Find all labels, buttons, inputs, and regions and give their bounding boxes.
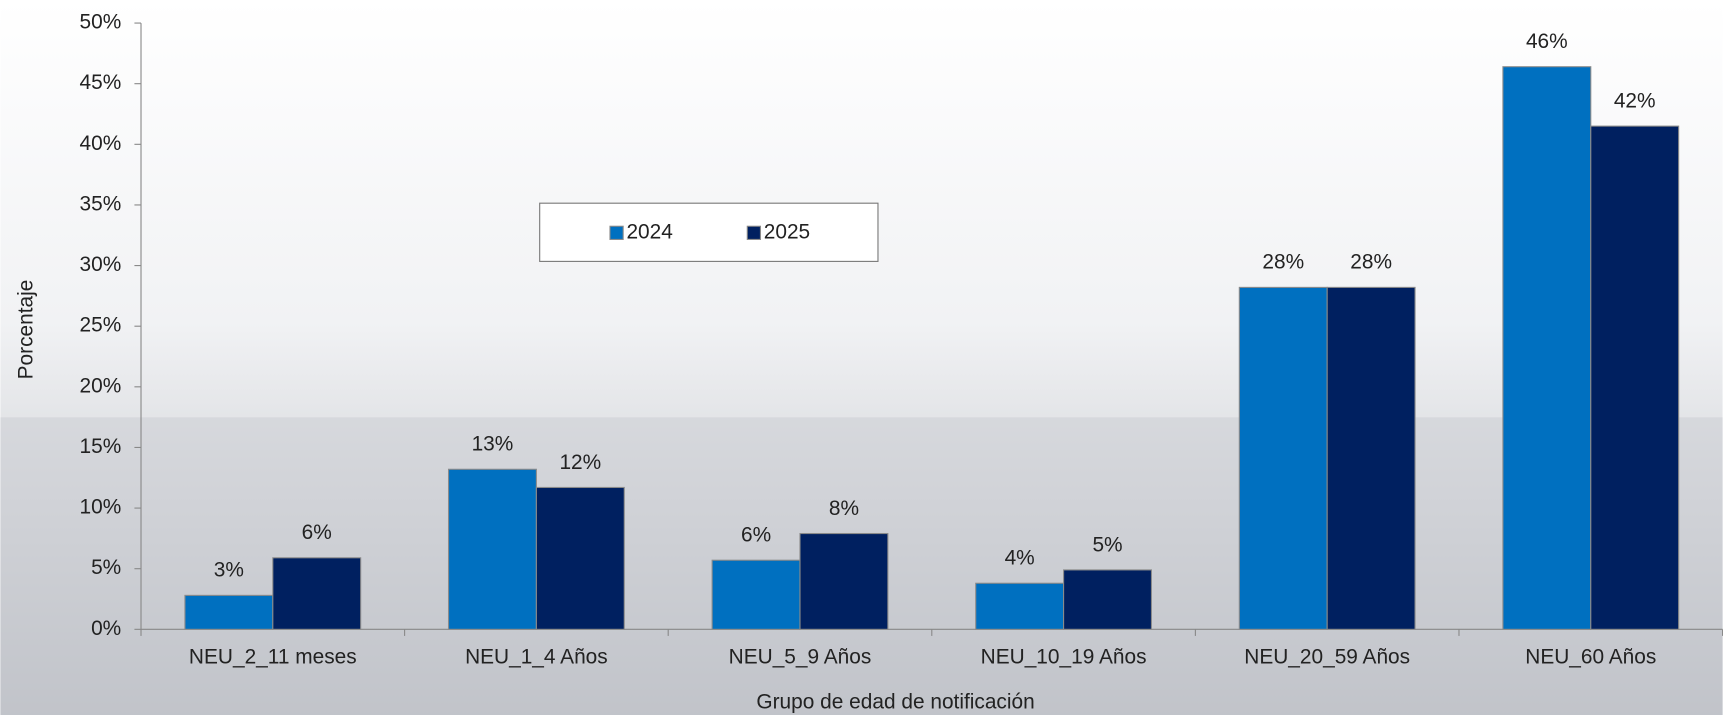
bar	[185, 595, 273, 629]
value-label: 3%	[214, 559, 244, 582]
chart: Porcentaje Grupo de edad de notificación…	[0, 0, 1723, 715]
bar	[1064, 570, 1152, 629]
value-label: 5%	[1092, 533, 1122, 556]
legend-swatch	[747, 226, 760, 239]
x-tick-label: NEU_20_59 Años	[1244, 645, 1410, 668]
bar	[273, 558, 361, 630]
bar	[1239, 287, 1327, 629]
x-tick-label: NEU_10_19 Años	[981, 645, 1147, 668]
legend-swatch	[610, 226, 623, 239]
bar	[712, 560, 800, 629]
value-label: 28%	[1262, 251, 1304, 274]
bar	[976, 583, 1064, 629]
legend-label: 2024	[626, 220, 672, 243]
value-label: 4%	[1005, 547, 1035, 570]
bar	[536, 487, 624, 629]
value-label: 12%	[559, 451, 601, 474]
value-label: 6%	[741, 524, 771, 547]
value-label: 46%	[1526, 30, 1568, 53]
legend	[540, 203, 878, 261]
y-tick-label: 0%	[91, 617, 121, 640]
y-tick-label: 50%	[79, 11, 121, 34]
x-tick-label: NEU_5_9 Años	[729, 645, 872, 668]
y-tick-label: 5%	[91, 556, 121, 579]
value-label: 13%	[472, 433, 514, 456]
bar	[800, 534, 888, 630]
y-tick-label: 10%	[79, 496, 121, 519]
x-tick-label: NEU_60 Años	[1525, 645, 1656, 668]
bar	[1327, 287, 1415, 629]
bar	[1503, 67, 1591, 630]
bar	[449, 469, 537, 629]
value-label: 8%	[829, 497, 859, 520]
y-tick-label: 30%	[79, 253, 121, 276]
y-tick-label: 20%	[79, 374, 121, 397]
legend-label: 2025	[764, 220, 810, 243]
y-tick-label: 40%	[79, 132, 121, 155]
y-tick-label: 45%	[79, 71, 121, 94]
y-axis-title: Porcentaje	[14, 280, 37, 380]
x-tick-label: NEU_1_4 Años	[465, 645, 608, 668]
bar	[1591, 126, 1679, 629]
y-tick-label: 15%	[79, 435, 121, 458]
value-label: 28%	[1350, 251, 1392, 274]
x-tick-label: NEU_2_11 meses	[189, 645, 357, 668]
y-tick-label: 35%	[79, 192, 121, 215]
x-axis-title: Grupo de edad de notificación	[756, 690, 1034, 713]
value-label: 6%	[302, 521, 332, 544]
y-tick-label: 25%	[79, 314, 121, 337]
value-label: 42%	[1614, 89, 1656, 112]
